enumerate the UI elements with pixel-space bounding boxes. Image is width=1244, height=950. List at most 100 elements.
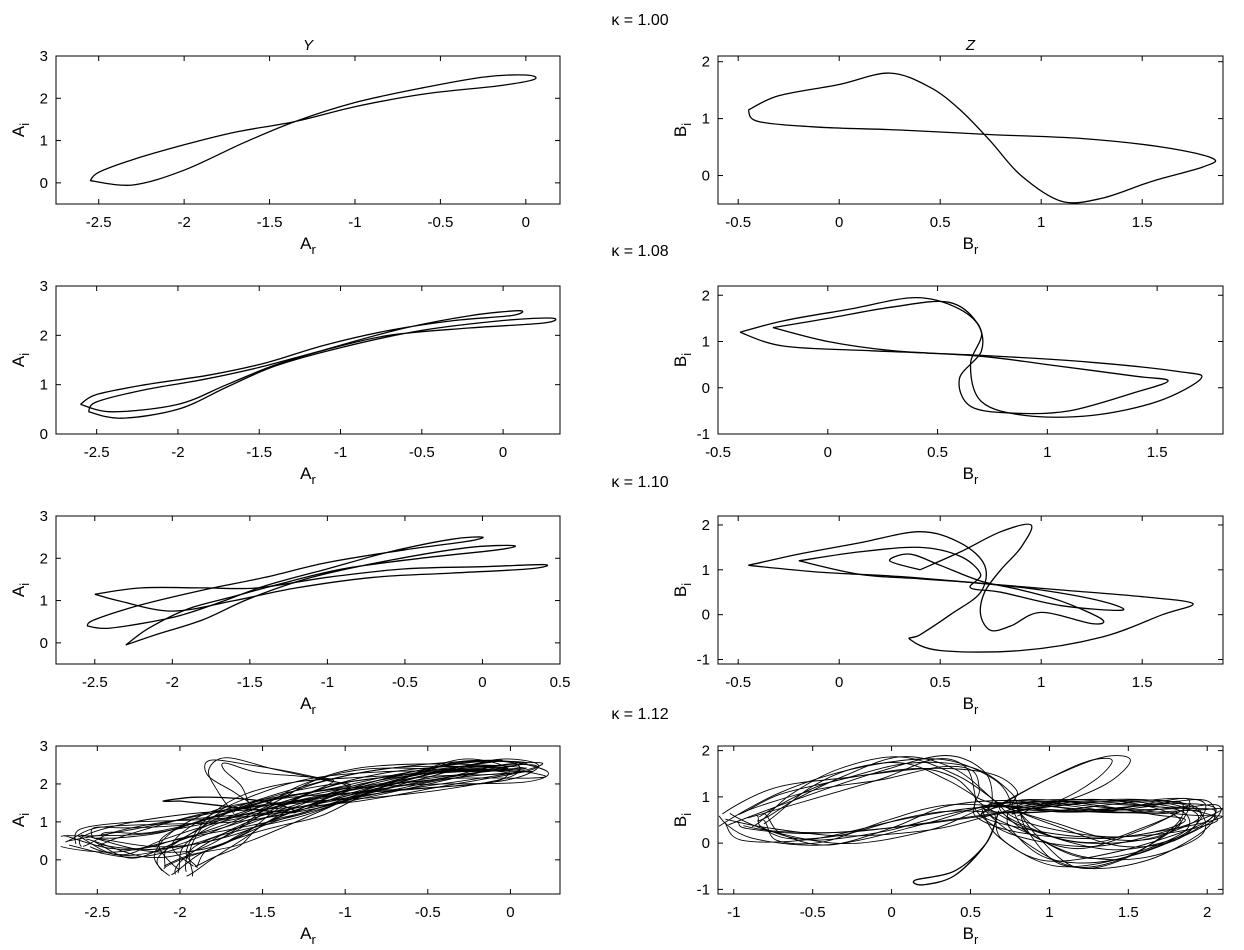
y-axis-label: Ai xyxy=(9,583,32,597)
y-tick-label: 0 xyxy=(40,426,48,443)
x-tick-label: 0.5 xyxy=(960,904,981,921)
trajectory-line xyxy=(80,310,524,413)
x-axis-label: Ar xyxy=(300,464,316,487)
x-tick-label: 1.5 xyxy=(1147,444,1168,461)
trajectory-line xyxy=(162,796,297,814)
y-tick-label: 3 xyxy=(40,278,48,295)
x-tick-label: -1 xyxy=(348,214,361,231)
trajectory-line xyxy=(94,563,549,612)
kappa-title: κ = 1.00 xyxy=(611,12,668,29)
x-tick-label: -2 xyxy=(166,674,179,691)
y-tick-label: 1 xyxy=(40,814,48,831)
kappa-title: κ = 1.12 xyxy=(611,706,668,723)
y-tick-label: 3 xyxy=(40,738,48,755)
trajectory-group xyxy=(739,296,1203,418)
plot-frame xyxy=(717,745,1224,895)
plot-frame xyxy=(717,285,1224,435)
y-tick-label: 2 xyxy=(40,327,48,344)
x-tick-label: -0.5 xyxy=(392,674,418,691)
trajectory-line xyxy=(185,760,528,872)
plot-frame xyxy=(717,515,1224,665)
trajectory-line xyxy=(87,317,557,419)
x-tick-label: 1.5 xyxy=(1132,674,1153,691)
x-tick-label: -1 xyxy=(334,444,347,461)
plot-frame xyxy=(55,55,561,205)
y-tick-label: 0 xyxy=(702,380,710,397)
x-tick-label: -0.5 xyxy=(415,904,441,921)
phase-panel: κ = 1.10 -2.5 -2 -1.5 -1 -0.5 0 0.5 0 1 2 3 Ar Ai xyxy=(9,474,669,717)
x-tick-label: -0.5 xyxy=(427,214,453,231)
y-tick-label: 0 xyxy=(40,852,48,869)
trajectory-line xyxy=(65,759,521,858)
x-tick-label: -1.5 xyxy=(250,904,276,921)
trajectory-line xyxy=(990,755,1131,810)
trajectory-line xyxy=(208,757,351,815)
trajectory-line xyxy=(982,797,1207,864)
trajectory-line xyxy=(981,802,1222,868)
trajectory-line xyxy=(77,767,528,856)
phase-panel: κ = 1.00 -2.5 -2 -1.5 -1 -0.5 0 0 1 2 3 Ar Ai xyxy=(9,12,669,257)
x-axis-label: Br xyxy=(963,464,979,487)
plot-frame xyxy=(55,515,561,665)
x-tick-label: 1 xyxy=(1043,444,1051,461)
x-tick-label: 0 xyxy=(522,214,530,231)
x-tick-label: 1.5 xyxy=(1118,904,1139,921)
x-tick-label: -1.5 xyxy=(237,674,263,691)
x-tick-label: 0 xyxy=(824,444,832,461)
y-tick-label: 0 xyxy=(702,607,710,624)
y-tick-label: -1 xyxy=(697,881,710,898)
y-tick-label: 2 xyxy=(40,776,48,793)
x-tick-label: 0 xyxy=(499,444,507,461)
x-tick-label: 0.5 xyxy=(930,674,951,691)
plot-frame xyxy=(55,745,561,895)
x-tick-label: 1 xyxy=(1037,214,1045,231)
x-tick-label: -0.5 xyxy=(800,904,826,921)
trajectory-line xyxy=(722,767,1189,850)
column-title: Z xyxy=(965,37,976,54)
trajectory-group xyxy=(80,310,557,419)
trajectory-line xyxy=(89,74,537,186)
y-tick-label: 2 xyxy=(702,517,710,534)
trajectory-group xyxy=(60,757,549,877)
phase-panel: -0.5 0 0.5 1 1.5 0 1 2 Br Bi xyxy=(671,54,1224,257)
x-tick-label: -2.5 xyxy=(84,444,110,461)
x-tick-label: 0 xyxy=(478,674,486,691)
x-tick-label: 0.5 xyxy=(927,444,948,461)
y-axis-label: Bi xyxy=(671,353,694,367)
trajectory-line xyxy=(163,767,495,868)
phase-panel: -0.5 0 0.5 1 1.5 -1 0 1 2 Br Bi xyxy=(671,285,1224,487)
trajectory-line xyxy=(772,300,1169,415)
trajectory-group xyxy=(747,72,1217,204)
kappa-title: κ = 1.08 xyxy=(611,243,668,260)
trajectory-line xyxy=(89,758,539,856)
trajectory-line xyxy=(912,810,1000,886)
x-tick-label: -0.5 xyxy=(409,444,435,461)
x-tick-label: -0.5 xyxy=(705,444,731,461)
y-tick-label: 3 xyxy=(40,48,48,65)
x-tick-label: 0 xyxy=(506,904,514,921)
x-axis-label: Ar xyxy=(300,694,316,717)
y-tick-label: 1 xyxy=(40,593,48,610)
x-tick-label: -1.5 xyxy=(257,214,283,231)
y-tick-label: -1 xyxy=(697,652,710,669)
phase-panel: κ = 1.08 -2.5 -2 -1.5 -1 -0.5 0 0 1 2 3 Ar Ai xyxy=(9,243,669,487)
x-tick-label: -1 xyxy=(339,904,352,921)
y-axis-label: Bi xyxy=(671,123,694,137)
trajectory-line xyxy=(728,755,1219,841)
x-tick-label: -2 xyxy=(173,904,186,921)
y-tick-label: 2 xyxy=(702,287,710,304)
plot-frame xyxy=(55,285,561,435)
x-axis-label: Br xyxy=(963,234,979,257)
trajectory-line xyxy=(74,770,533,853)
trajectory-line xyxy=(221,762,335,815)
y-tick-label: 1 xyxy=(702,111,710,128)
phase-panel: -0.5 0 0.5 1 1.5 -1 0 1 2 Br Bi xyxy=(671,515,1224,717)
trajectory-line xyxy=(125,544,517,646)
x-tick-label: 1.5 xyxy=(1132,214,1153,231)
x-tick-label: -0.5 xyxy=(725,214,751,231)
trajectory-line xyxy=(747,758,1223,846)
x-tick-label: -2.5 xyxy=(86,214,112,231)
phase-panel: κ = 1.12 -2.5 -2 -1.5 -1 -0.5 0 0 1 2 3 Ar Ai xyxy=(9,706,669,947)
x-tick-label: 1 xyxy=(1045,904,1053,921)
